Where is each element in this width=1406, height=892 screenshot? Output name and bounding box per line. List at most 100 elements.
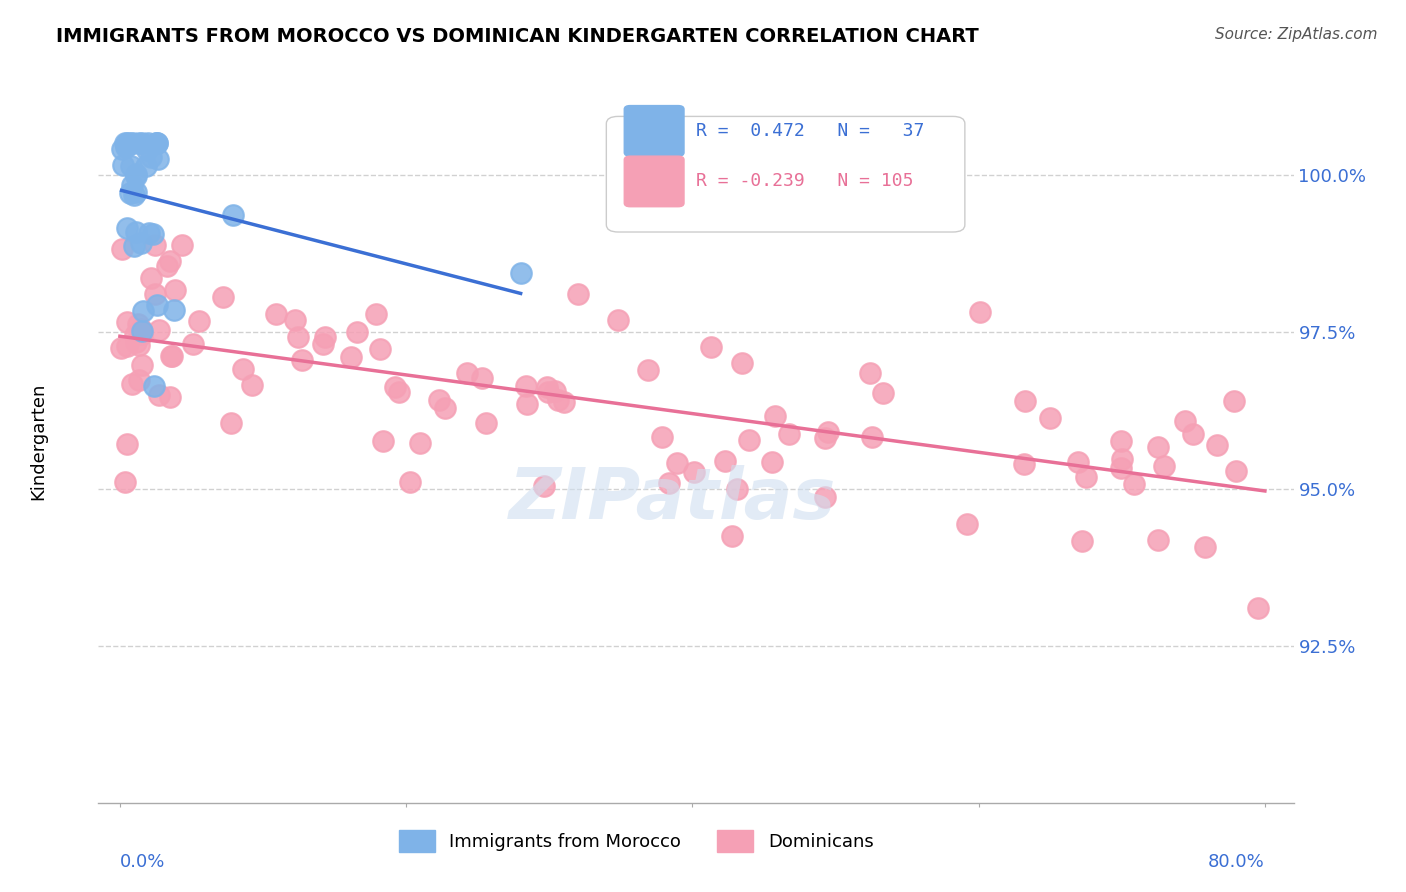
Point bbox=[567, 286, 589, 301]
Point bbox=[547, 392, 569, 407]
Point bbox=[114, 475, 136, 490]
Text: 80.0%: 80.0% bbox=[1208, 853, 1265, 871]
Point bbox=[114, 136, 136, 150]
Point bbox=[1223, 393, 1246, 408]
Point bbox=[131, 136, 153, 150]
Text: Kindergarten: Kindergarten bbox=[30, 383, 48, 500]
Point bbox=[1194, 541, 1216, 555]
Point bbox=[714, 454, 737, 468]
Point bbox=[131, 236, 153, 251]
Point bbox=[763, 409, 786, 423]
Point bbox=[125, 225, 148, 239]
Point bbox=[139, 270, 162, 285]
Point bbox=[537, 385, 560, 400]
Text: 0.0%: 0.0% bbox=[120, 853, 166, 871]
Point bbox=[162, 349, 184, 363]
Point bbox=[1014, 393, 1036, 408]
Point bbox=[148, 388, 170, 402]
Point bbox=[1247, 601, 1270, 615]
Point bbox=[471, 371, 494, 385]
Point bbox=[1147, 533, 1170, 548]
Point bbox=[1012, 457, 1035, 471]
Point bbox=[1205, 438, 1227, 452]
Point bbox=[141, 150, 163, 164]
Point bbox=[115, 339, 138, 353]
Point bbox=[553, 395, 575, 409]
Point bbox=[1109, 434, 1132, 449]
Point bbox=[658, 475, 681, 490]
Point bbox=[118, 186, 141, 201]
Point bbox=[1123, 477, 1146, 491]
Point bbox=[131, 324, 153, 338]
Point bbox=[287, 329, 309, 343]
Point bbox=[721, 529, 744, 543]
Point bbox=[125, 334, 148, 349]
Point bbox=[145, 136, 167, 150]
Point bbox=[1074, 470, 1097, 484]
Point bbox=[181, 337, 204, 351]
Point bbox=[731, 356, 754, 370]
Point bbox=[128, 373, 150, 387]
Point bbox=[125, 185, 148, 199]
Point bbox=[111, 243, 134, 257]
Point bbox=[1153, 459, 1175, 474]
Point bbox=[148, 152, 170, 166]
Point bbox=[111, 142, 134, 156]
Point bbox=[683, 465, 706, 479]
Point bbox=[142, 227, 165, 241]
Point bbox=[665, 456, 688, 470]
Point bbox=[339, 350, 361, 364]
Point bbox=[434, 401, 457, 415]
Point bbox=[118, 136, 141, 150]
Legend: Immigrants from Morocco, Dominicans: Immigrants from Morocco, Dominicans bbox=[391, 822, 882, 859]
Point bbox=[121, 178, 143, 192]
Point bbox=[314, 330, 336, 344]
Point bbox=[165, 283, 187, 297]
Point bbox=[398, 475, 420, 489]
Point bbox=[114, 140, 136, 154]
Point bbox=[120, 160, 142, 174]
Text: R =  0.472   N =   37: R = 0.472 N = 37 bbox=[696, 122, 924, 140]
Point bbox=[121, 136, 143, 150]
Point bbox=[159, 254, 181, 268]
Point bbox=[817, 425, 839, 439]
Point bbox=[222, 208, 245, 222]
Text: ZIPatlas: ZIPatlas bbox=[509, 465, 835, 533]
Point bbox=[211, 290, 233, 304]
Point bbox=[146, 298, 169, 312]
Point bbox=[129, 322, 152, 336]
Point bbox=[148, 323, 170, 337]
Point bbox=[170, 238, 193, 252]
Point bbox=[143, 237, 166, 252]
Point bbox=[725, 482, 748, 496]
Point bbox=[232, 361, 254, 376]
Point bbox=[872, 386, 894, 401]
Point bbox=[131, 359, 153, 373]
Point bbox=[1182, 426, 1205, 441]
Point bbox=[159, 390, 181, 404]
Point bbox=[135, 159, 157, 173]
Point bbox=[456, 366, 478, 380]
Point bbox=[138, 136, 160, 150]
Point bbox=[544, 384, 567, 399]
Point bbox=[124, 328, 146, 343]
Point bbox=[143, 287, 166, 301]
Point bbox=[127, 318, 149, 332]
Point bbox=[1174, 414, 1197, 428]
Point bbox=[408, 436, 430, 450]
Point bbox=[124, 167, 146, 181]
Point bbox=[761, 455, 783, 469]
Point bbox=[128, 136, 150, 150]
Point bbox=[160, 349, 183, 363]
Text: Source: ZipAtlas.com: Source: ZipAtlas.com bbox=[1215, 27, 1378, 42]
Point bbox=[121, 377, 143, 392]
Point bbox=[533, 479, 555, 493]
Point bbox=[132, 304, 155, 318]
Point bbox=[1147, 440, 1170, 454]
Point bbox=[427, 392, 450, 407]
Point bbox=[475, 416, 498, 430]
Point bbox=[156, 259, 179, 273]
Text: R = -0.239   N = 105: R = -0.239 N = 105 bbox=[696, 172, 914, 190]
Point bbox=[516, 396, 538, 410]
Point bbox=[738, 434, 761, 448]
